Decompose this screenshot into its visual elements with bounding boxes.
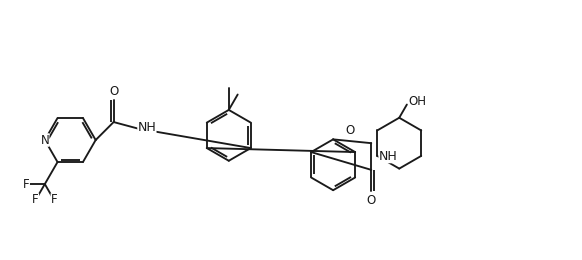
Text: N: N xyxy=(40,134,49,147)
Text: O: O xyxy=(109,85,118,98)
Text: OH: OH xyxy=(409,95,427,108)
Text: NH: NH xyxy=(137,121,156,134)
Text: O: O xyxy=(345,124,354,137)
Text: F: F xyxy=(51,193,57,206)
Text: F: F xyxy=(23,178,30,191)
Text: O: O xyxy=(367,194,376,207)
Text: NH: NH xyxy=(379,150,398,163)
Text: F: F xyxy=(33,193,39,206)
